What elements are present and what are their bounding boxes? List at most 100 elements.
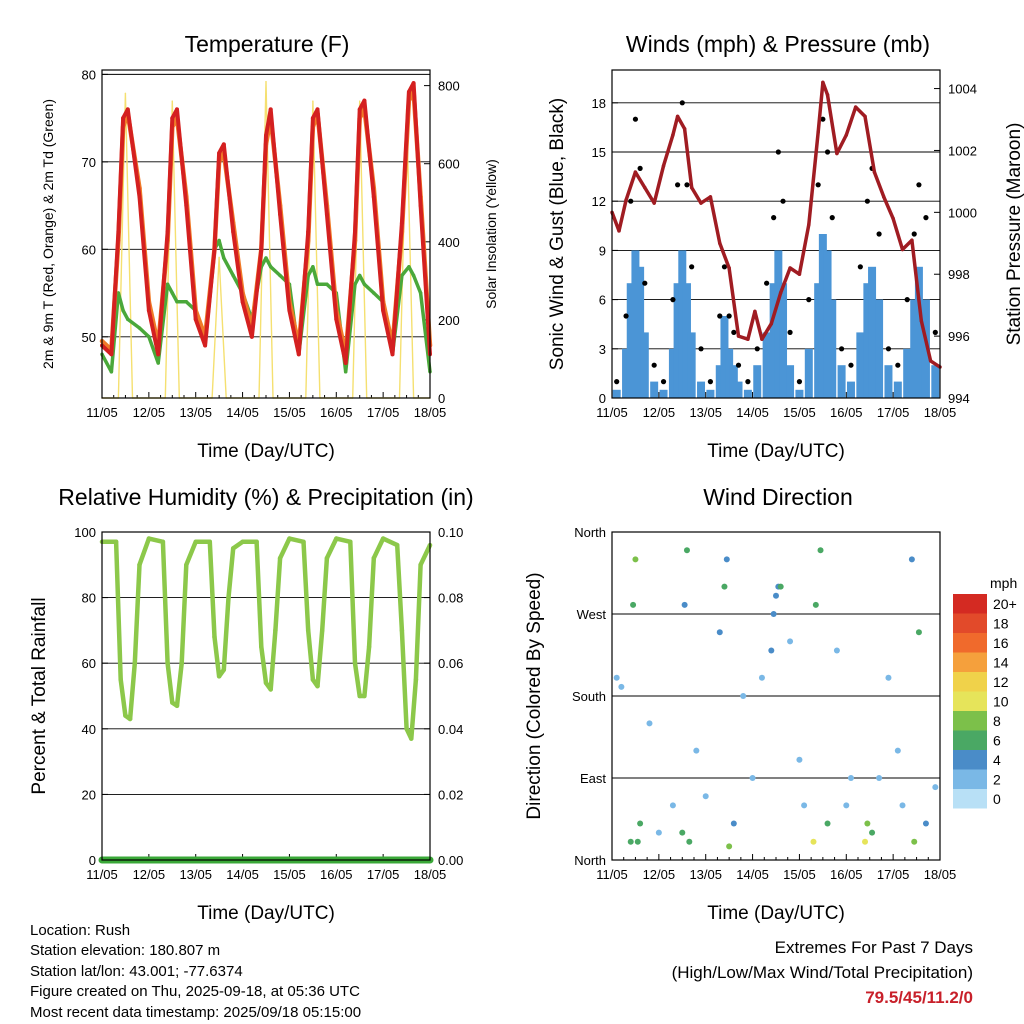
solar-series-point xyxy=(359,100,361,102)
gust-point xyxy=(815,182,821,188)
direction-point xyxy=(716,629,723,636)
gust-point xyxy=(754,346,760,352)
rh-series-point xyxy=(207,539,213,545)
rh-series-point xyxy=(174,703,180,709)
legend-swatch xyxy=(953,633,987,653)
wind-bar xyxy=(837,365,846,398)
solar-series-point xyxy=(265,81,267,83)
x-tick-label: 16/05 xyxy=(320,867,353,882)
direction-point xyxy=(862,838,869,845)
dewpoint-series-point xyxy=(315,282,320,287)
wind-bar xyxy=(914,266,923,398)
wind-bar xyxy=(868,266,877,398)
rh-series-point xyxy=(357,693,362,699)
rh-series-point xyxy=(394,542,400,548)
temp2m-series-point xyxy=(390,352,395,357)
rh-series-point xyxy=(310,677,316,682)
wind-bar xyxy=(725,348,734,398)
wind-bar xyxy=(729,365,738,398)
pressure-series-point xyxy=(661,164,666,168)
x-tick-label: 17/05 xyxy=(877,867,910,882)
direction-point xyxy=(847,775,854,781)
wind-bar xyxy=(626,283,635,398)
rh-series-point xyxy=(287,536,292,541)
y-tick-label: West xyxy=(577,607,607,622)
wind-bar xyxy=(893,381,902,398)
direction-point xyxy=(726,843,733,850)
direction-point xyxy=(634,838,641,845)
wind-bar xyxy=(743,389,752,398)
dewpoint-series-point xyxy=(121,308,125,313)
rh-series-point xyxy=(315,683,320,689)
created-text: Figure created on Thu, 2025-09-18, at 05… xyxy=(30,983,360,1001)
direction-point xyxy=(824,820,831,827)
direction-point xyxy=(646,720,653,727)
temp2m-series-point xyxy=(371,194,376,199)
wind-bar xyxy=(804,348,813,398)
y2-tick-label: 1000 xyxy=(948,205,977,220)
wind-bar xyxy=(762,332,771,398)
panel-wind-direction: Wind Direction Time (Day/UTC) 11/05 12/05 13… xyxy=(524,484,956,924)
wind-bar xyxy=(863,283,872,398)
panel-title: Wind Direction xyxy=(703,484,853,510)
y2-tick-label: 200 xyxy=(438,313,460,328)
x-tick-label: 15/05 xyxy=(273,405,306,420)
pressure-series-point xyxy=(788,266,792,270)
wind-bar xyxy=(818,234,827,398)
temp2m-series-point xyxy=(221,142,226,147)
direction-point xyxy=(627,838,634,845)
wind-bar xyxy=(828,299,837,398)
x-tick-label: 14/05 xyxy=(736,867,769,882)
gust-point xyxy=(670,297,676,303)
extremes-subtitle: (High/Low/Max Wind/Total Precipitation) xyxy=(671,963,973,982)
gust-point xyxy=(911,231,917,237)
direction-point xyxy=(773,592,779,599)
wind-bar xyxy=(687,332,696,398)
dewpoint-series-point xyxy=(264,256,268,260)
pressure-series-point xyxy=(797,272,802,276)
rh-series-point xyxy=(362,693,367,699)
y-axis-label: Sonic Wind & Gust (Blue, Black) xyxy=(547,98,568,370)
y2-axis-label: Solar Insolation (Yellow) xyxy=(483,159,499,309)
pressure-series-point xyxy=(910,238,914,242)
temp2m-series-point xyxy=(406,89,411,94)
wind-bar xyxy=(846,381,855,398)
legend-label: 4 xyxy=(993,752,1001,768)
y-tick-label: 100 xyxy=(74,525,96,540)
pressure-series-point xyxy=(753,309,757,314)
temp2m-series-point xyxy=(146,308,151,313)
dewpoint-series-point xyxy=(147,335,151,339)
y2-tick-label: 1002 xyxy=(948,143,977,158)
temp2m-series-point xyxy=(324,212,329,217)
temp2m-series-point xyxy=(268,107,273,112)
rh-series-point xyxy=(380,536,386,541)
direction-point xyxy=(632,556,639,563)
gust-point xyxy=(923,215,929,221)
pressure-series-point xyxy=(652,201,656,205)
legend-label: 14 xyxy=(993,655,1009,671)
x-tick-label: 15/05 xyxy=(783,405,816,420)
plot-frame xyxy=(101,531,431,861)
pressure-series-point xyxy=(882,195,886,199)
legend-label: 6 xyxy=(993,733,1001,749)
y-axis-label: Percent & Total Rainfall xyxy=(29,597,50,794)
dewpoint-series-point xyxy=(343,370,348,374)
rh-series-point xyxy=(334,536,339,541)
x-tick-label: 13/05 xyxy=(179,405,212,420)
gust-point xyxy=(904,297,910,303)
dewpoint-series-point xyxy=(156,361,160,365)
direction-point xyxy=(630,601,637,608)
wind-bar xyxy=(856,332,865,398)
gust-point xyxy=(642,280,648,286)
direction-point xyxy=(876,775,883,781)
rh-series-point xyxy=(305,628,311,633)
dewpoint-series-point xyxy=(116,291,121,295)
y-axis-label: 2m & 9m T (Red, Orange) & 2m Td (Green) xyxy=(40,99,56,369)
rh-series xyxy=(102,536,433,741)
panel-temperature: Temperature (F) Time (Day/UTC) 11/05 12/05 1… xyxy=(40,31,499,462)
wind-bar xyxy=(910,299,919,398)
legend-label: 0 xyxy=(993,791,1001,807)
rh-series-point xyxy=(165,660,170,666)
x-tick-label: 11/05 xyxy=(86,867,118,882)
pressure-series-point xyxy=(760,337,764,341)
